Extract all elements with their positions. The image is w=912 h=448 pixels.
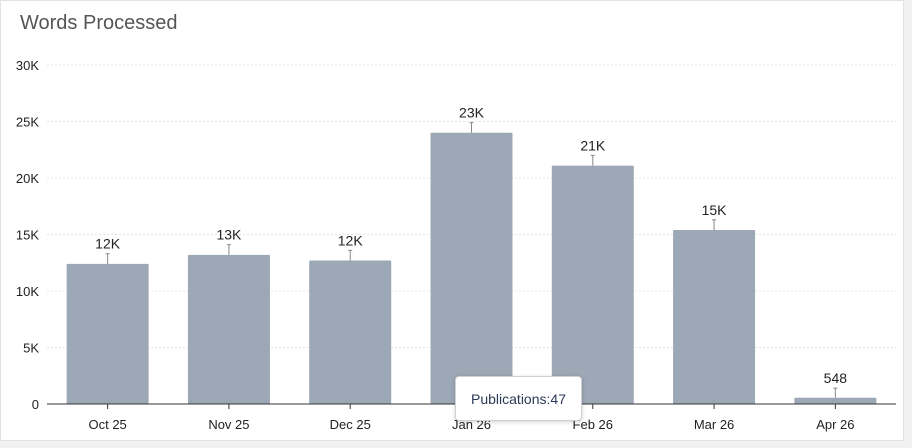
y-tick-label: 25K — [16, 115, 39, 130]
y-tick-label: 20K — [16, 171, 39, 186]
bar — [187, 254, 270, 404]
bar — [66, 263, 149, 404]
y-tick-label: 5K — [23, 341, 39, 356]
bar — [551, 165, 634, 404]
x-tick-label: Oct 25 — [88, 417, 126, 432]
bar-tooltip: Publications: 47 — [455, 376, 582, 421]
bar — [309, 260, 392, 404]
tooltip-label: Publications: — [471, 390, 551, 407]
y-tick-label: 30K — [16, 58, 39, 73]
x-tick-label: Mar 26 — [694, 417, 734, 432]
x-tick-label: Feb 26 — [573, 417, 613, 432]
data-label: 15K — [702, 202, 728, 218]
tooltip-value: 47 — [550, 390, 566, 407]
bar — [430, 132, 513, 405]
y-tick-label: 15K — [16, 228, 39, 243]
data-label: 21K — [580, 137, 606, 153]
y-tick-label: 10K — [16, 284, 39, 299]
x-tick-label: Dec 25 — [330, 417, 371, 432]
chart-title: Words Processed — [20, 12, 178, 34]
x-tick-label: Apr 26 — [816, 417, 854, 432]
data-label: 12K — [338, 232, 364, 248]
bar — [673, 229, 756, 404]
y-tick-label: 0 — [32, 397, 39, 412]
bar — [794, 397, 877, 404]
data-label: 548 — [824, 370, 848, 386]
x-tick-label: Nov 25 — [208, 417, 249, 432]
data-label: 23K — [459, 105, 485, 121]
data-label: 13K — [216, 227, 242, 243]
data-label: 12K — [95, 236, 121, 252]
